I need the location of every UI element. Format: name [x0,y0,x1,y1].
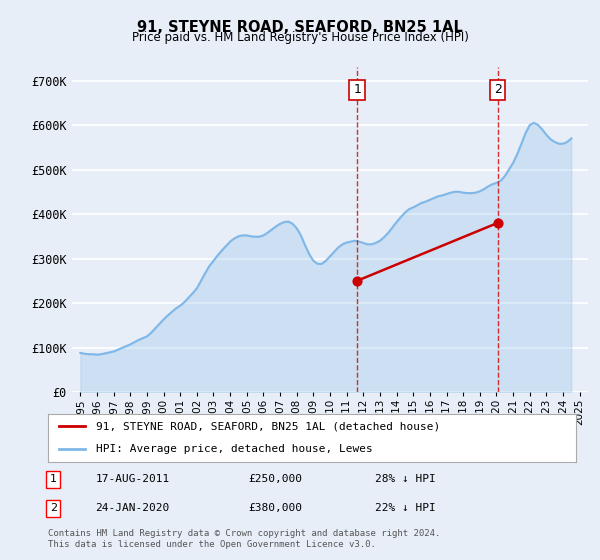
Point [493,218,502,227]
Text: 17-AUG-2011: 17-AUG-2011 [95,474,170,484]
Text: 24-JAN-2020: 24-JAN-2020 [95,503,170,514]
Text: 1: 1 [353,83,361,96]
Text: HPI: Average price, detached house, Lewes: HPI: Average price, detached house, Lewe… [95,444,372,454]
Text: £250,000: £250,000 [248,474,302,484]
Point [352,276,362,285]
Text: 22% ↓ HPI: 22% ↓ HPI [376,503,436,514]
Text: 91, STEYNE ROAD, SEAFORD, BN25 1AL: 91, STEYNE ROAD, SEAFORD, BN25 1AL [137,20,463,35]
Text: Price paid vs. HM Land Registry's House Price Index (HPI): Price paid vs. HM Land Registry's House … [131,31,469,44]
Text: Contains HM Land Registry data © Crown copyright and database right 2024.
This d: Contains HM Land Registry data © Crown c… [48,529,440,549]
Text: £380,000: £380,000 [248,503,302,514]
Text: 1: 1 [50,474,57,484]
Text: 2: 2 [494,83,502,96]
Text: 91, STEYNE ROAD, SEAFORD, BN25 1AL (detached house): 91, STEYNE ROAD, SEAFORD, BN25 1AL (deta… [95,421,440,431]
Text: 2: 2 [50,503,57,514]
Text: 28% ↓ HPI: 28% ↓ HPI [376,474,436,484]
